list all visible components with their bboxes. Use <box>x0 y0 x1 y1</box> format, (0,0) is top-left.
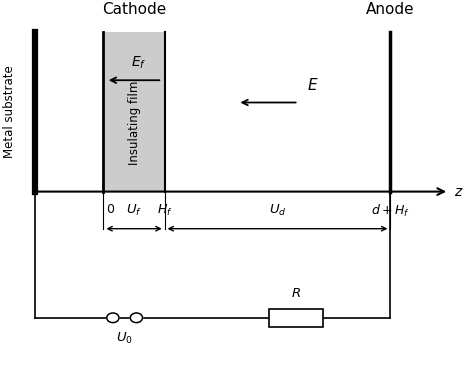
Text: $U_d$: $U_d$ <box>269 203 286 218</box>
Text: $z$: $z$ <box>454 185 464 198</box>
Text: $E$: $E$ <box>307 77 319 93</box>
Text: Metal substrate: Metal substrate <box>3 65 16 158</box>
Bar <box>269 309 323 327</box>
Bar <box>103 32 164 191</box>
Text: $H_f$: $H_f$ <box>157 203 173 218</box>
Text: 0: 0 <box>106 203 114 216</box>
Text: Anode: Anode <box>366 2 415 17</box>
Text: $R$: $R$ <box>292 287 301 300</box>
Text: $E_f$: $E_f$ <box>131 54 146 71</box>
Text: $U_0$: $U_0$ <box>116 331 133 346</box>
Text: Insulating film: Insulating film <box>128 81 141 165</box>
Text: $U_f$: $U_f$ <box>126 203 142 218</box>
Text: $d+H_f$: $d+H_f$ <box>371 203 410 219</box>
Text: Cathode: Cathode <box>102 2 166 17</box>
Circle shape <box>107 313 119 323</box>
Circle shape <box>130 313 143 323</box>
